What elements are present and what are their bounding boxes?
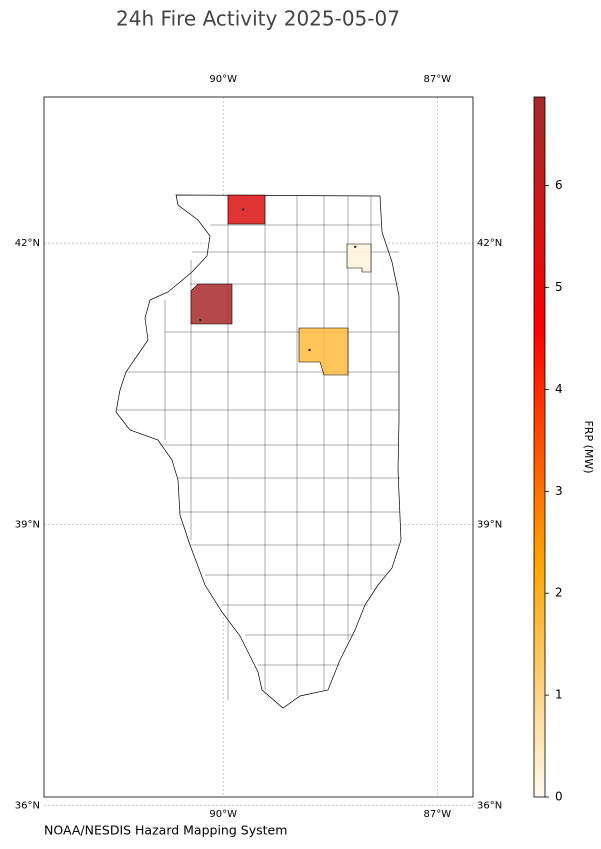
x-tick-label: 87°W [423,74,451,85]
fire-county [227,194,266,225]
county-lines [116,195,400,700]
y-tick-label: 36°N [477,800,502,811]
fire-point [308,348,311,352]
colorbar [533,96,546,798]
y-tick-label: 36°N [15,800,40,811]
fire-county [190,283,233,325]
footer: NOAA/NESDIS Hazard Mapping System [44,823,287,838]
colorbar-tick-label: 5 [555,280,563,294]
x-tick-label: 87°W [423,809,451,820]
x-tick-label: 90°W [209,74,237,85]
fire-point [354,245,357,249]
y-tick-label: 42°N [15,238,40,249]
colorbar-tick-label: 3 [555,484,563,498]
title: 24h Fire Activity 2025-05-07 [116,7,400,31]
x-tick-label: 90°W [209,809,237,820]
fire-county [346,243,372,273]
y-tick-label: 39°N [477,519,502,530]
colorbar-tick-label: 1 [555,688,563,702]
fire-point [241,208,245,211]
y-tick-label: 39°N [15,519,40,530]
y-tick-label: 42°N [477,238,502,249]
state-outline [115,194,402,709]
fire-point [199,318,202,322]
colorbar-label: FRP (MW) [582,420,595,473]
colorbar-tick-label: 4 [555,382,563,396]
colorbar-tick-label: 2 [555,586,563,600]
fire-county [298,327,349,376]
colorbar-tick-label: 6 [555,178,563,192]
colorbar-tick-label: 0 [555,790,563,804]
map-frame [43,96,474,798]
